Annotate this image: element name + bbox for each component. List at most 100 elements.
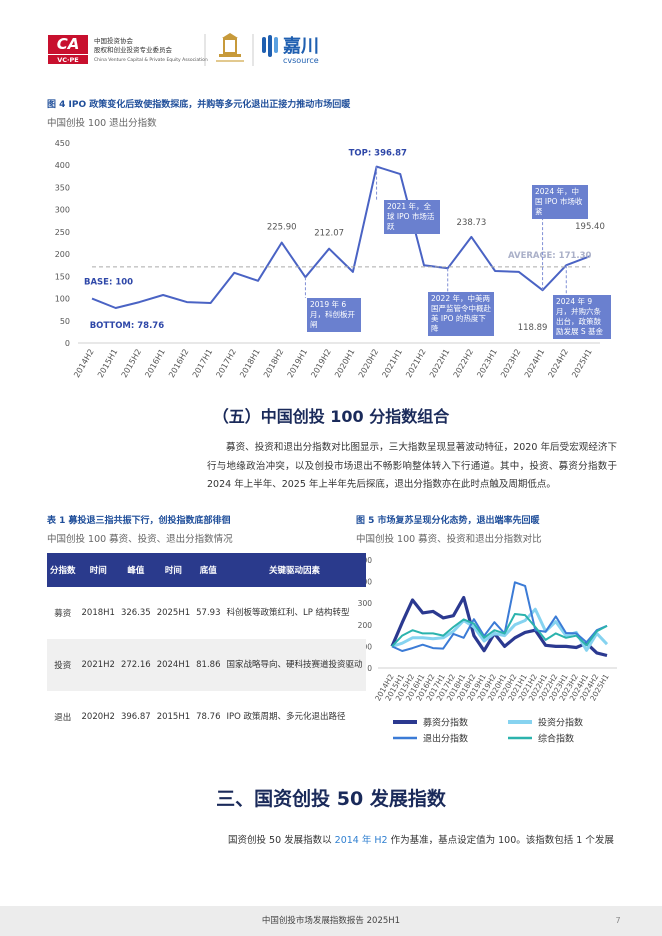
y-tick-label: 50 — [60, 317, 70, 326]
org-name-2: 股权和创业投资专业委员会 — [94, 45, 173, 54]
logo-sub-block — [48, 55, 88, 64]
x-tick-label: 2014H2 — [72, 348, 96, 380]
table-cell: 2015H1 — [156, 712, 191, 722]
text: 国资创投 50 发展指数以 — [228, 835, 335, 846]
x-tick-label: 2016H2 — [167, 348, 191, 380]
gold-logo — [216, 33, 244, 62]
brand-en: cvsource — [283, 56, 319, 65]
x-tick-label: 2021H2 — [404, 348, 428, 380]
table-cell: 国家战略导向、硬科技赛道投资驱动 — [223, 639, 366, 691]
table-cell: 2021H2 — [78, 639, 118, 691]
y-tick-label: 300 — [358, 599, 373, 608]
data-line — [391, 607, 609, 652]
y-tick-label: 0 — [65, 339, 70, 348]
brand-mark — [262, 35, 278, 57]
annotation: 2021 年，全球 IPO 市场活跃 — [384, 200, 440, 234]
legend-label: 退出分指数 — [423, 733, 468, 745]
table-cell: 募资 — [54, 609, 72, 619]
data-line — [390, 595, 608, 658]
y-tick-label: 150 — [55, 272, 70, 281]
y-tick-label: 400 — [55, 161, 70, 170]
text: 作为基准，基点设定值为 100。该指数包括 1 个发展 — [387, 835, 614, 846]
page-number: 7 — [615, 916, 620, 925]
table-header-cell: 分指数 — [47, 553, 79, 587]
x-tick-label: 2022H1 — [428, 348, 452, 380]
x-tick-label: 2022H2 — [452, 348, 476, 380]
data-label: 238.73 — [457, 218, 487, 228]
logo-sub: VC·PE — [57, 56, 78, 64]
data-line — [391, 613, 608, 648]
table-cell: 78.76 — [196, 712, 221, 722]
x-tick-label: 2024H2 — [546, 348, 570, 380]
x-tick-label: 2021H1 — [380, 348, 404, 380]
x-tick-label: 2025H1 — [570, 348, 594, 380]
table-cell: 退出 — [54, 713, 72, 723]
table-title: 表 1 募投退三指共振下行，创投指数底部徘徊 — [47, 516, 231, 526]
figure-subtitle: 中国创投 100 退出分指数 — [47, 118, 157, 129]
table-cell: 2025H1 — [156, 608, 191, 618]
average-label: AVERAGE: 171.30 — [508, 251, 592, 261]
table: 分指数 时间 峰值 时间 底值 关键驱动因素 募资 2018H1 326.35 2025H1 57.… — [47, 553, 366, 743]
table-subtitle: 中国创投 100 募资、投资、退出分指数情况 — [47, 534, 233, 545]
footer-band — [0, 906, 662, 936]
table-row: 募资 2018H1 326.35 2025H1 57.93 科创板等政策红利、LP 结构转… — [47, 587, 366, 639]
x-tick-label: 2018H2 — [262, 348, 286, 380]
x-tick-label: 2015H1 — [96, 348, 120, 380]
y-tick-label: 300 — [55, 206, 70, 215]
figure-title: 图 4 IPO 政策变化后致使指数探底，并购等多元化退出正接力推动市场回暖 — [47, 100, 351, 110]
table-cell: 396.87 — [120, 712, 151, 722]
table-header-row: 分指数 时间 峰值 时间 底值 关键驱动因素 — [47, 553, 366, 587]
y-tick-label: 250 — [55, 228, 70, 237]
footer-title: 中国创投市场发展指数报告 2025H1 — [262, 915, 400, 926]
data-label: 118.89 — [518, 323, 548, 333]
table-row: 退出 2020H2 396.87 2015H1 78.76 IPO 政策周期、多元化退出路… — [47, 691, 366, 743]
table-cell: 326.35 — [120, 608, 151, 618]
data-label: 212.07 — [314, 229, 344, 239]
x-tick-label: 2020H2 — [357, 348, 381, 380]
table-header-cell: 峰值 — [117, 553, 154, 587]
table-cell: 81.86 — [193, 639, 224, 691]
data-label: BOTTOM: 78.76 — [90, 321, 165, 331]
table-cell: 科创板等政策红利、LP 结构转型 — [226, 607, 350, 618]
table-header-cell: 时间 — [78, 553, 118, 587]
highlight: 2014 年 H2 — [334, 835, 388, 846]
x-tick-label: 2018H1 — [238, 348, 262, 380]
legend-label: 综合指数 — [538, 733, 574, 745]
data-label: 225.90 — [267, 223, 297, 233]
y-tick-label: 350 — [55, 183, 70, 192]
table-cell: 57.93 — [196, 608, 221, 618]
org-name: 中国投资协会 — [94, 36, 134, 45]
x-tick-label: 2016H1 — [143, 348, 167, 380]
figure-title: 图 5 市场复苏呈现分化态势，退出端率先回暖 — [356, 516, 540, 526]
table-row: 投资 2021H2 272.16 2024H1 81.86 国家战略导向、硬科技赛道投资驱… — [47, 639, 366, 691]
x-tick-label: 2023H2 — [499, 348, 523, 380]
x-tick-label: 2017H1 — [191, 348, 215, 380]
y-tick-label: 200 — [358, 621, 373, 630]
table-cell: 2024H1 — [153, 639, 194, 691]
section-heading: 三、国资创投 50 发展指数 — [216, 788, 446, 810]
data-label: 195.40 — [575, 222, 605, 232]
table-cell: 272.16 — [117, 639, 154, 691]
brand: 嘉川 — [282, 36, 319, 57]
annotation: 2024 年，中国 IPO 市场收紧 — [532, 185, 588, 219]
annotation: 2019 年 6 月，科创板开闸 — [307, 298, 361, 332]
x-tick-label: 2019H2 — [309, 348, 333, 380]
data-label: BASE: 100 — [84, 278, 133, 288]
legend-label: 募资分指数 — [423, 717, 468, 729]
org-name-en: China Venture Capital & Private Equity A… — [94, 57, 208, 63]
data-line — [391, 581, 608, 652]
x-tick-label: 2019H1 — [286, 348, 310, 380]
y-tick-label: 0 — [367, 664, 372, 673]
x-tick-label: 2017H2 — [214, 348, 238, 380]
x-tick-label: 2015H2 — [120, 348, 144, 380]
logo-text: CA — [57, 35, 80, 53]
data-line — [91, 165, 591, 309]
table-cell: IPO 政策周期、多元化退出路径 — [226, 711, 346, 722]
y-tick-label: 100 — [55, 295, 70, 304]
x-tick-label: 2023H1 — [475, 347, 499, 379]
x-tick-label: 2024H1 — [523, 348, 547, 380]
table-cell: 2020H2 — [81, 712, 115, 722]
logo-block — [48, 35, 88, 54]
